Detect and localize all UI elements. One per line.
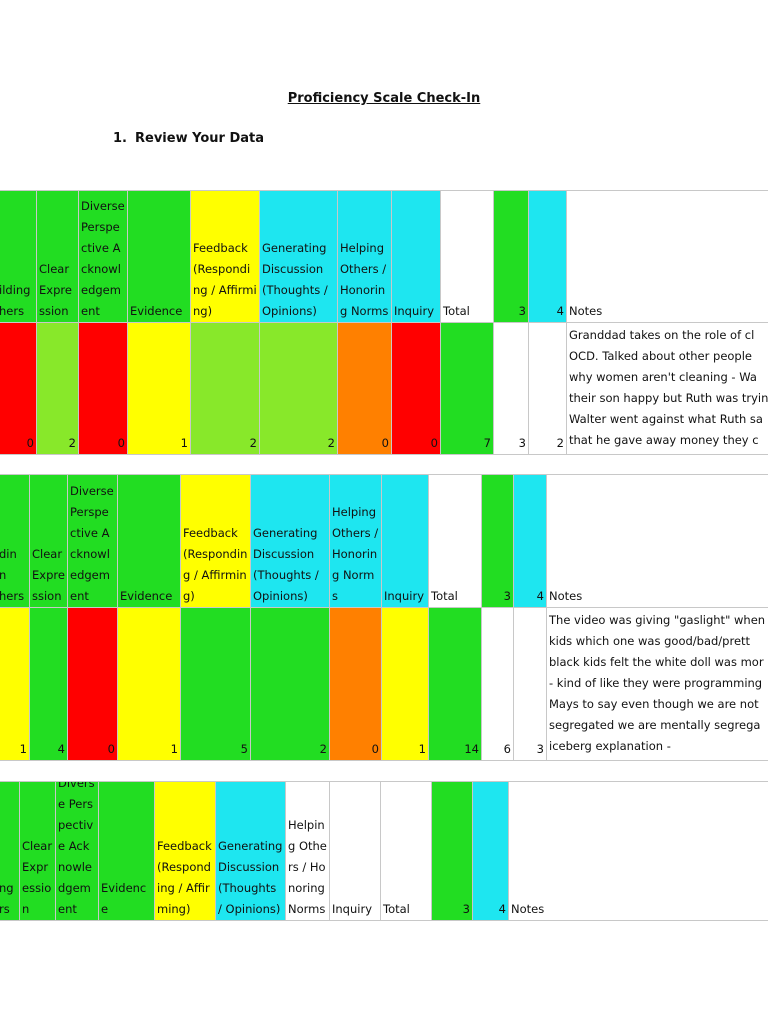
header-cell: Feedback (Responding / Affirming) bbox=[180, 474, 251, 608]
header-cell: Helping Others / Honoring Norms bbox=[337, 190, 392, 323]
header-cell: ilding hers bbox=[0, 190, 37, 323]
score-cell: 4 bbox=[513, 474, 547, 608]
header-cell: Helping Others / Honoring Norms bbox=[285, 781, 330, 921]
score-cell: 6 bbox=[481, 607, 514, 761]
header-cell: Clear Expression bbox=[36, 190, 79, 323]
score-cell: 14 bbox=[428, 607, 482, 761]
header-cell: Diverse Perspective Acknowledgement bbox=[55, 781, 99, 921]
score-cell: 5 bbox=[180, 607, 251, 761]
score-cell: 1 bbox=[0, 607, 30, 761]
header-cell: Generating Discussion (Thoughts / Opinio… bbox=[259, 190, 338, 323]
header-cell: Evidence bbox=[127, 190, 191, 323]
header-cell: Total bbox=[380, 781, 432, 921]
score-cell: 3 bbox=[481, 474, 514, 608]
notes-cell: Granddad takes on the role of cl OCD. Ta… bbox=[566, 322, 768, 455]
score-cell: 0 bbox=[0, 322, 37, 455]
header-cell: Diverse Perspective Acknowledgement bbox=[67, 474, 118, 608]
score-cell: 1 bbox=[127, 322, 191, 455]
header-cell: Inquiry bbox=[391, 190, 441, 323]
header-cell: Diverse Perspective Acknowledgement bbox=[78, 190, 128, 323]
title: Proficiency Scale Check-In bbox=[287, 91, 481, 106]
score-cell: 3 bbox=[431, 781, 473, 921]
header-cell: Inquiry bbox=[381, 474, 429, 608]
score-cell: 4 bbox=[472, 781, 509, 921]
section-number: 1. bbox=[113, 131, 127, 146]
score-cell: 2 bbox=[259, 322, 338, 455]
header-cell: Total bbox=[440, 190, 494, 323]
header-cell: Evidence bbox=[98, 781, 155, 921]
score-cell: 2 bbox=[250, 607, 330, 761]
header-cell: Notes bbox=[546, 474, 768, 608]
score-cell: 1 bbox=[117, 607, 181, 761]
header-cell: Notes bbox=[508, 781, 768, 921]
header-cell: Notes bbox=[566, 190, 768, 323]
header-cell: Helping Others / Honoring Norms bbox=[329, 474, 382, 608]
score-cell: 4 bbox=[528, 190, 567, 323]
header-cell: Feedback (Responding / Affirming) bbox=[190, 190, 260, 323]
score-cell: 4 bbox=[29, 607, 68, 761]
score-cell: 2 bbox=[190, 322, 260, 455]
header-cell: Inquiry bbox=[329, 781, 381, 921]
section-title: Review Your Data bbox=[135, 131, 265, 146]
score-cell: 7 bbox=[440, 322, 494, 455]
notes-cell: The video was giving "gaslight" when kid… bbox=[546, 607, 768, 761]
header-cell: Evidence bbox=[117, 474, 181, 608]
header-cell: Total bbox=[428, 474, 482, 608]
score-cell: 3 bbox=[513, 607, 547, 761]
score-cell: 0 bbox=[337, 322, 392, 455]
header-cell: Generating Discussion (Thoughts / Opinio… bbox=[250, 474, 330, 608]
score-cell: 0 bbox=[391, 322, 441, 455]
score-cell: 2 bbox=[528, 322, 567, 455]
header-cell: Clear Expression bbox=[19, 781, 56, 921]
score-cell: 1 bbox=[381, 607, 429, 761]
score-cell: 3 bbox=[493, 190, 529, 323]
score-cell: 3 bbox=[493, 322, 529, 455]
header-cell: Clear Expression bbox=[29, 474, 68, 608]
score-cell: 2 bbox=[36, 322, 79, 455]
score-cell: 0 bbox=[329, 607, 382, 761]
score-cell: 0 bbox=[78, 322, 128, 455]
header-cell: Generating Discussion (Thoughts / Opinio… bbox=[215, 781, 286, 921]
header-cell: ng rs bbox=[0, 781, 20, 921]
header-cell: Feedback (Responding / Affirming) bbox=[154, 781, 216, 921]
score-cell: 0 bbox=[67, 607, 118, 761]
header-cell: din n hers bbox=[0, 474, 30, 608]
